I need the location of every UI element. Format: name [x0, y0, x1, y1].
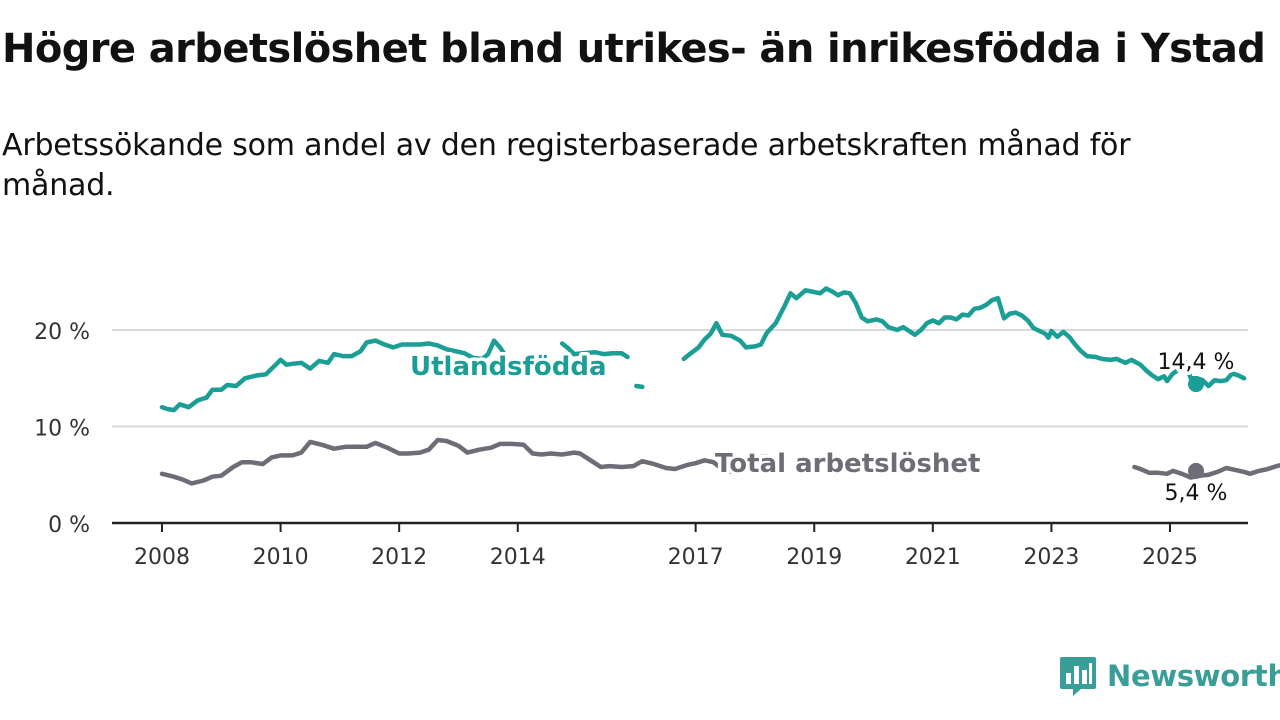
y-tick-label: 0 %	[48, 513, 90, 538]
x-tick-label: 2023	[1023, 545, 1079, 570]
y-tick-label: 20 %	[34, 320, 90, 345]
series-lines	[159, 286, 1280, 486]
brand-name: Newsworthy	[1107, 659, 1280, 693]
x-tick-label: 2010	[253, 545, 309, 570]
x-tick-label: 2008	[134, 545, 190, 570]
bar-chart-speech-bubble-icon	[1060, 657, 1096, 696]
gridlines	[112, 329, 1248, 428]
y-tick-label: 10 %	[34, 417, 90, 442]
chart-subtitle: Arbetssökande som andel av den registerb…	[2, 128, 1131, 203]
series-labels: Utlandsfödda Total arbetslöshet 14,4 % 5,4 …	[407, 347, 1238, 510]
chart-title: Högre arbetslöshet bland utrikes- än inr…	[2, 26, 1266, 72]
end-label-total: 5,4 %	[1165, 481, 1228, 506]
series-line-total	[159, 437, 1280, 486]
series-label-total: Total arbetslöshet	[715, 449, 980, 479]
x-tick-label: 2012	[371, 545, 427, 570]
end-point-total	[1188, 462, 1204, 479]
series-line-foreign	[159, 286, 1247, 413]
end-label-foreign: 14,4 %	[1158, 350, 1235, 375]
series-label-foreign: Utlandsfödda	[410, 352, 607, 382]
x-tick-label: 2017	[668, 545, 724, 570]
brand-logo: Newsworthy	[1059, 654, 1280, 698]
x-tick-label: 2025	[1142, 545, 1198, 570]
axes: 0 % 10 % 20 % 2008 2010 2012 2014 2017 2019 2021 2…	[34, 320, 1248, 570]
line-chart: 0 % 10 % 20 % 2008 2010 2012 2014 2017 2019 2021 2…	[34, 286, 1280, 570]
x-tick-label: 2021	[905, 545, 961, 570]
x-tick-label: 2019	[786, 545, 842, 570]
end-point-foreign	[1188, 376, 1204, 393]
x-tick-label: 2014	[490, 545, 546, 570]
